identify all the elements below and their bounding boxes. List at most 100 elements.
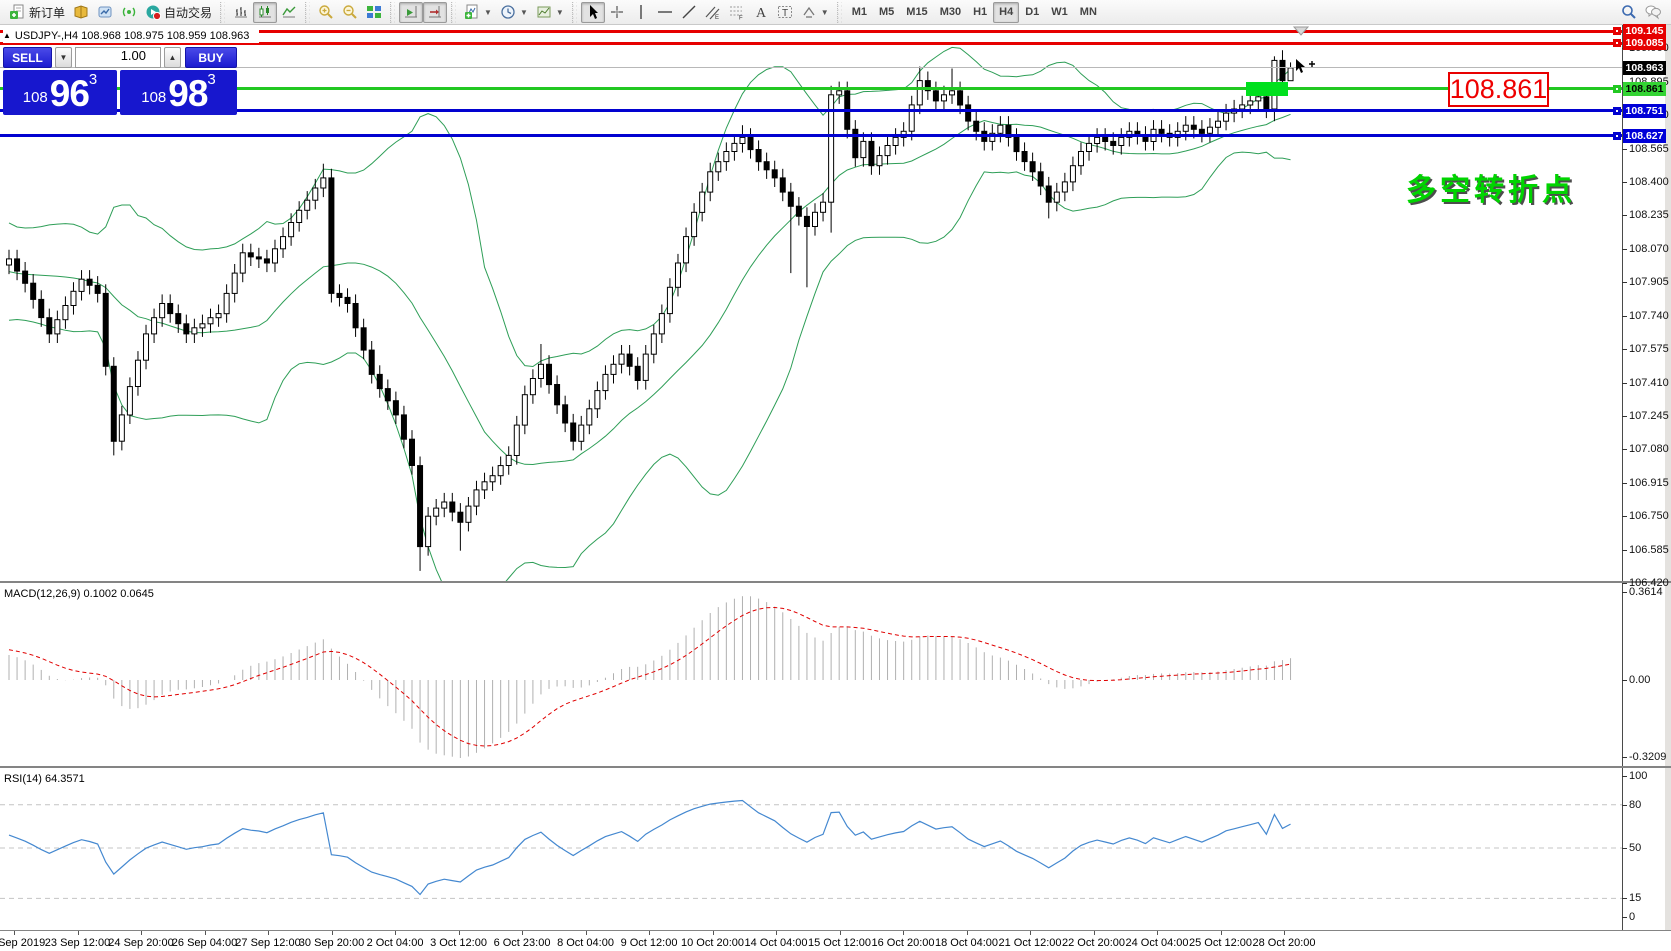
scroll-group <box>397 0 449 25</box>
toolbar-separator <box>305 1 311 23</box>
text-button[interactable]: A <box>749 2 773 23</box>
collapse-triangle-icon[interactable]: ▲ <box>3 31 11 40</box>
vertical-line-button[interactable] <box>629 2 653 23</box>
price-level-badge: 109.145 <box>1623 24 1666 38</box>
price-tick-label: 108.400 <box>1629 175 1669 188</box>
tile-windows-button[interactable] <box>362 2 386 23</box>
indicators-button[interactable]: ▼ <box>460 2 496 23</box>
book-icon <box>74 5 88 19</box>
market-watch-button[interactable] <box>93 2 117 23</box>
chart-area[interactable]: MACD(12,26,9) 0.1002 0.0645 RSI(14) 64.3… <box>0 24 1671 951</box>
date-tick-label: 24 Oct 04:00 <box>1125 937 1189 949</box>
entry-price-marker[interactable] <box>1246 82 1288 96</box>
fibonacci-button[interactable]: F <box>725 2 749 23</box>
candle-down <box>562 404 569 424</box>
rsi-axis-tick <box>1622 917 1627 919</box>
macd-canvas[interactable] <box>0 583 1622 766</box>
chart-annotation-text[interactable]: 多空转折点 <box>1406 174 1576 207</box>
buy-button[interactable]: BUY <box>185 47 237 68</box>
level-handle-icon[interactable] <box>1613 84 1621 93</box>
level-handle-icon[interactable] <box>1613 27 1621 35</box>
candle-down <box>1037 171 1044 187</box>
volume-up-button[interactable]: ▲ <box>164 47 181 68</box>
candle-up <box>820 201 827 213</box>
horizontal-level-line[interactable] <box>0 87 1622 91</box>
zoom-in-button[interactable] <box>314 2 338 23</box>
tf-m30-button[interactable]: M30 <box>939 6 962 18</box>
current-price-line[interactable] <box>0 67 1622 69</box>
rsi-axis-tick <box>1622 776 1627 777</box>
arrows-button[interactable]: ▼ <box>797 2 833 23</box>
candle-down <box>1013 136 1020 153</box>
macd-axis-label: -0.3209 <box>1629 751 1667 763</box>
pane-separator[interactable] <box>0 581 1671 583</box>
auto-scroll-button[interactable] <box>399 1 424 23</box>
tf-h1-button[interactable]: H1 <box>973 6 988 18</box>
crosshair-button[interactable] <box>605 2 629 23</box>
macd-axis-tick <box>1622 680 1627 681</box>
horizontal-level-line[interactable] <box>0 41 1622 45</box>
candle-up <box>812 211 818 228</box>
level-handle-icon[interactable] <box>1613 131 1621 140</box>
line-chart-button[interactable] <box>277 2 301 23</box>
price-tick-label: 107.575 <box>1629 343 1669 356</box>
signals-button[interactable] <box>117 2 141 23</box>
sell-button[interactable]: SELL <box>3 47 52 68</box>
signal-icon <box>122 7 136 17</box>
candle-down <box>86 278 93 286</box>
equidistant-channel-button[interactable]: E <box>701 2 725 23</box>
trendline-button[interactable] <box>677 2 701 23</box>
sell-price-display[interactable]: 108 96 3 <box>3 70 117 115</box>
candle-down <box>924 80 931 92</box>
zoom-out-button[interactable] <box>338 2 362 23</box>
date-tick <box>141 931 142 935</box>
candle-down <box>336 292 343 298</box>
profiles-button[interactable] <box>69 2 93 23</box>
tf-m1-button[interactable]: M1 <box>851 6 867 18</box>
templates-button[interactable]: ▼ <box>532 2 568 23</box>
pane-separator[interactable] <box>0 766 1671 768</box>
tf-d1-button[interactable]: D1 <box>1025 6 1040 18</box>
trade-group: 新订单 自动交易 <box>4 0 218 25</box>
horizontal-level-line[interactable] <box>0 134 1622 138</box>
level-handle-icon[interactable] <box>1613 39 1621 48</box>
chat-button[interactable] <box>1641 2 1665 23</box>
tf-m5-button[interactable]: M5 <box>879 6 895 18</box>
price-level-text-box[interactable]: 108.861 <box>1448 72 1549 107</box>
bar-chart-button[interactable] <box>229 2 253 23</box>
volume-input[interactable]: 1.00 <box>75 47 161 68</box>
periods-button[interactable]: ▼ <box>496 2 532 23</box>
rsi-axis-label: 50 <box>1629 842 1642 854</box>
cursor-button[interactable] <box>580 1 605 23</box>
text-label-button[interactable]: T <box>773 2 797 23</box>
candle-up <box>239 252 246 274</box>
horizontal-level-line[interactable] <box>0 29 1622 33</box>
candle-up <box>513 424 520 457</box>
candle-up <box>828 94 835 203</box>
tf-w1-button[interactable]: W1 <box>1051 6 1068 18</box>
tf-mn-button[interactable]: MN <box>1079 6 1097 18</box>
tf-h4-button[interactable]: H4 <box>993 1 1020 23</box>
candlestick-button[interactable] <box>253 1 278 23</box>
horizontal-line-button[interactable] <box>653 2 677 23</box>
horizontal-level-line[interactable] <box>0 109 1622 113</box>
candle-down <box>38 298 45 319</box>
buy-price-display[interactable]: 108 98 3 <box>120 70 237 115</box>
new-order-button[interactable]: 新订单 <box>6 2 69 23</box>
search-button[interactable] <box>1617 2 1641 23</box>
tf-m15-button[interactable]: M15 <box>906 6 928 18</box>
candle-up <box>6 258 12 266</box>
insert-group: ▼ ▼ ▼ <box>458 0 570 25</box>
date-tick <box>14 931 15 935</box>
candle-up <box>602 373 609 392</box>
candle-up <box>949 90 956 96</box>
level-handle-icon[interactable] <box>1613 106 1621 115</box>
rsi-canvas[interactable] <box>0 768 1622 930</box>
chart-shift-marker[interactable] <box>1293 26 1309 36</box>
candle-down <box>167 303 174 315</box>
volume-down-button[interactable]: ▼ <box>55 47 72 68</box>
price-tick-label: 107.905 <box>1629 276 1669 289</box>
auto-trading-button[interactable]: 自动交易 <box>141 2 216 23</box>
chart-shift-button[interactable] <box>423 1 448 23</box>
